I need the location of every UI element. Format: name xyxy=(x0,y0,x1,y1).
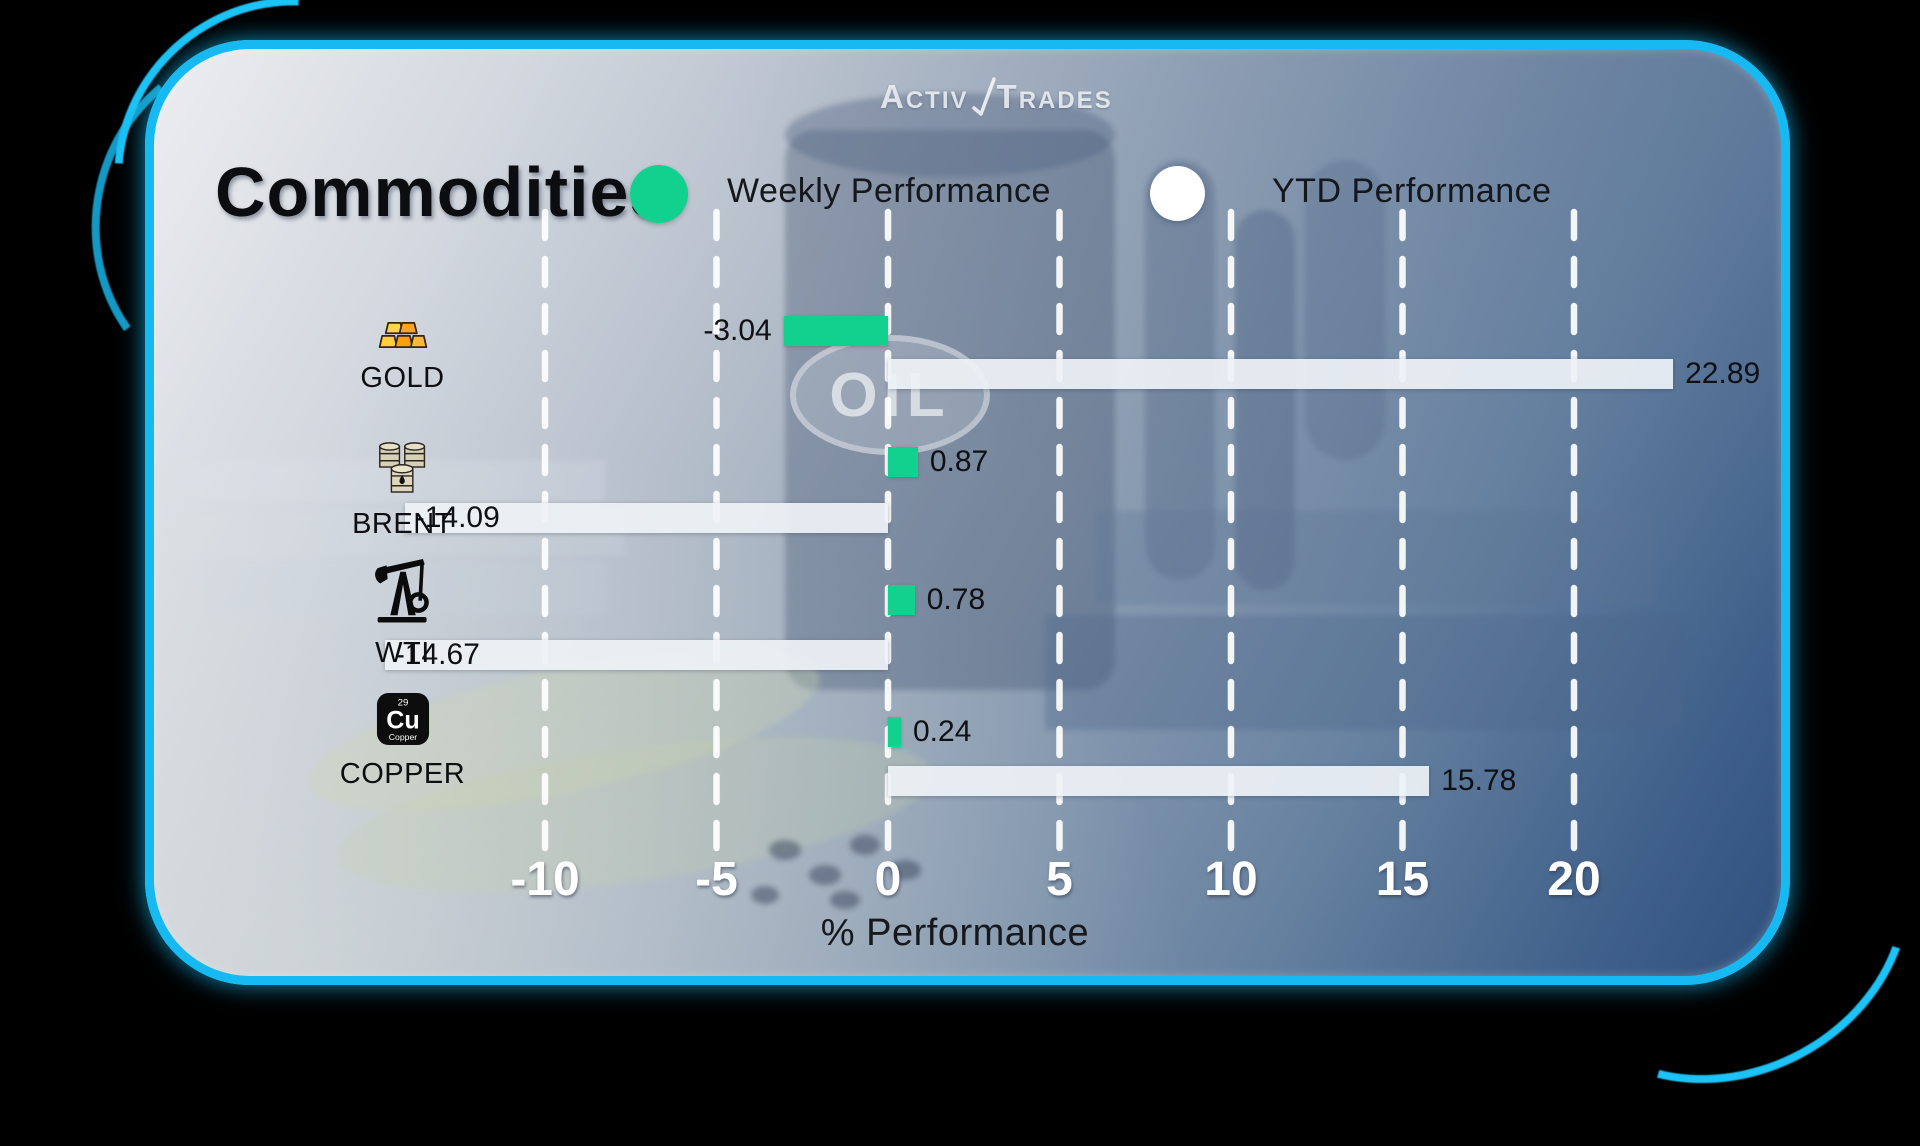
pump-jack-icon xyxy=(374,559,429,623)
commodities-infographic: OIL Activ Trades Commodities Weekly Perf… xyxy=(45,0,1920,1146)
value-label: 0.87 xyxy=(929,445,989,478)
category-copper: 29 Cu Copper COPPER xyxy=(330,692,475,791)
logo-text-right: Trades xyxy=(996,78,1113,115)
category-brent: BRENT xyxy=(330,438,475,541)
gold-bars-icon xyxy=(378,322,427,348)
category-label: COPPER xyxy=(339,758,466,790)
x-tick-label: -5 xyxy=(695,853,738,906)
value-label: 22.89 xyxy=(1685,357,1761,390)
category-label: GOLD xyxy=(360,362,445,394)
x-tick-label: 0 xyxy=(874,853,902,906)
panel: OIL Activ Trades Commodities Weekly Perf… xyxy=(145,40,1790,985)
oil-barrel-watermark: OIL xyxy=(790,335,990,455)
page-title: Commodities xyxy=(215,153,670,231)
logo-check-slash-icon xyxy=(971,77,996,116)
copper-weekly-bar: 0.24 xyxy=(888,715,971,748)
copper-atomic-number: 29 xyxy=(397,698,408,709)
brent-weekly-bar: 0.87 xyxy=(888,445,988,478)
background-collage xyxy=(165,93,1685,909)
category-label: WTI xyxy=(375,637,430,669)
value-label: 0.78 xyxy=(926,583,986,616)
copper-symbol: Cu xyxy=(386,707,419,735)
logo-text-left: Activ xyxy=(880,78,969,115)
brand-logo: Activ Trades xyxy=(880,76,1300,118)
weekly-legend-dot xyxy=(630,165,688,223)
wti-ytd-bar: -14.67 xyxy=(384,638,888,671)
ytd-legend-label: YTD Performance xyxy=(1272,172,1552,210)
weekly-legend-label: Weekly Performance xyxy=(727,172,1051,210)
gold-ytd-bar: 22.89 xyxy=(888,357,1760,390)
copper-element-icon: 29 Cu Copper xyxy=(376,692,429,746)
value-label: -14.67 xyxy=(394,638,480,671)
ytd-legend-dot xyxy=(1150,166,1205,221)
x-tick-label: -10 xyxy=(510,853,580,906)
x-tick-label: 5 xyxy=(1046,853,1073,906)
copper-name: Copper xyxy=(388,732,417,742)
wti-weekly-bar: 0.78 xyxy=(888,583,985,616)
category-label: BRENT xyxy=(352,508,453,540)
category-gold: GOLD xyxy=(330,320,475,395)
value-label: 15.78 xyxy=(1441,764,1517,797)
gold-weekly-bar: -3.04 xyxy=(703,314,888,347)
x-tick-label: 10 xyxy=(1204,853,1258,906)
x-axis-label: % Performance xyxy=(820,912,1090,954)
value-label: -3.04 xyxy=(703,314,772,347)
category-wti: WTI xyxy=(330,551,475,670)
value-label: 0.24 xyxy=(913,715,972,748)
oil-barrels-icon xyxy=(378,442,425,493)
copper-ytd-bar: 15.78 xyxy=(888,764,1516,797)
x-tick-label: 20 xyxy=(1547,853,1601,906)
x-tick-label: 15 xyxy=(1375,853,1430,906)
brent-ytd-bar: -14.09 xyxy=(404,501,888,534)
value-label: -14.09 xyxy=(414,501,500,534)
